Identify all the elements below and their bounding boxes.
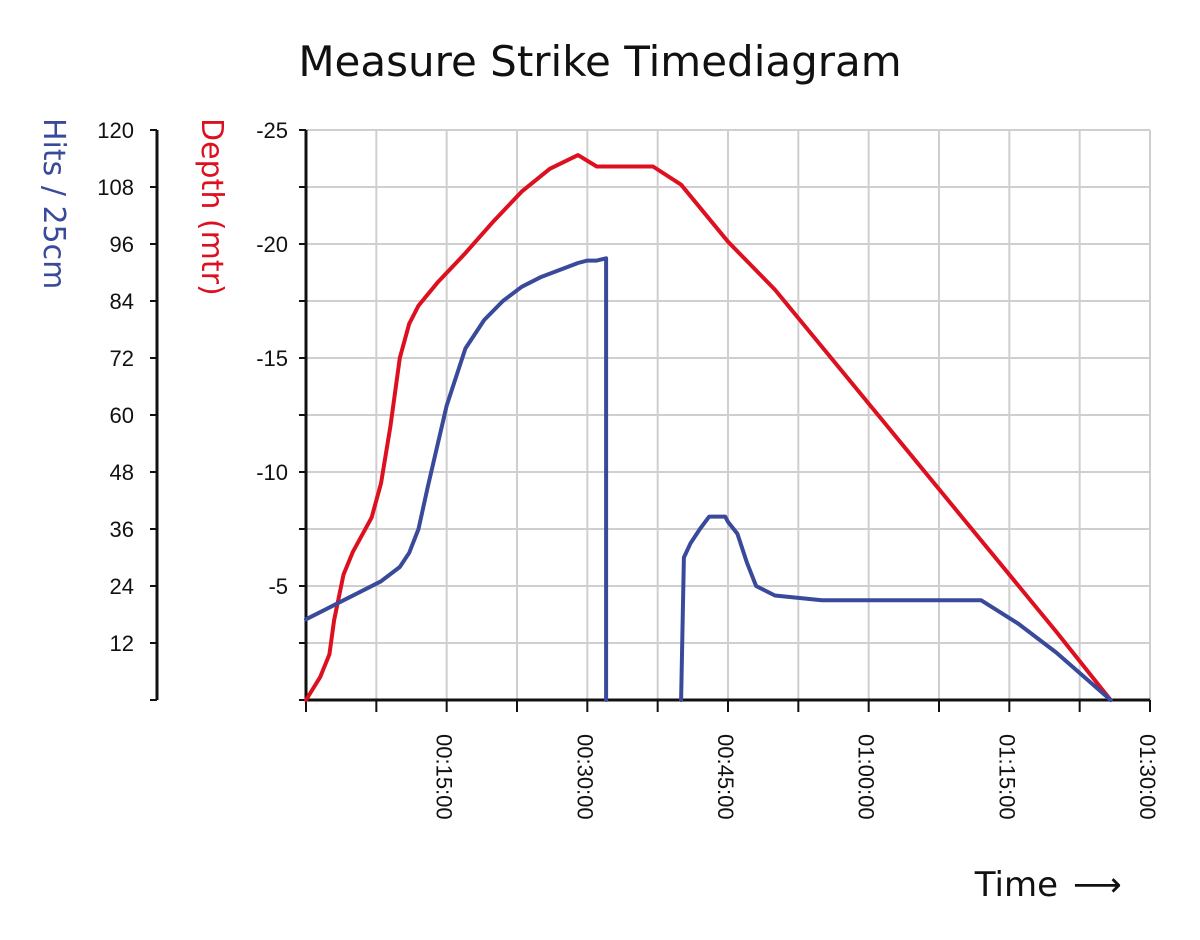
hits-tick-label: 12 bbox=[110, 631, 134, 656]
hits-tick-label: 108 bbox=[97, 175, 134, 200]
depth-tick-label: -10 bbox=[256, 460, 288, 485]
chart-title: Measure Strike Timediagram bbox=[298, 37, 901, 86]
hits-tick-label: 120 bbox=[97, 118, 134, 143]
hits-tick-label: 48 bbox=[110, 460, 134, 485]
time-axis-arrow: ⟶ bbox=[1073, 865, 1122, 905]
depth-axis-label: Depth (mtr) bbox=[194, 118, 229, 296]
x-tick-label: 00:15:00 bbox=[432, 734, 457, 820]
time-axis-label: Time bbox=[974, 865, 1058, 905]
depth-tick-label: -20 bbox=[256, 232, 288, 257]
x-tick-label: 01:00:00 bbox=[854, 734, 879, 820]
grid bbox=[306, 129, 1151, 700]
x-tick-label: 00:45:00 bbox=[713, 734, 738, 820]
hits-tick-label: 72 bbox=[110, 346, 134, 371]
hits-axis: 12 24 36 48 60 72 84 96 108 120 bbox=[97, 118, 159, 701]
hits-tick-label: 60 bbox=[110, 403, 134, 428]
hits-tick-label: 24 bbox=[110, 574, 134, 599]
series-group bbox=[304, 153, 1113, 702]
x-tick-label: 00:30:00 bbox=[572, 734, 597, 820]
depth-tick-label: -15 bbox=[256, 346, 288, 371]
hits-axis-label: Hits / 25cm bbox=[36, 118, 71, 289]
depth-tick-label: -5 bbox=[268, 574, 288, 599]
x-tick-label: 01:15:00 bbox=[994, 734, 1019, 820]
x-axis: 00:15:00 00:30:00 00:45:00 01:00:00 01:15:00… bbox=[305, 700, 1160, 820]
depth-series-line bbox=[304, 153, 1113, 702]
x-tick-label: 01:30:00 bbox=[1135, 734, 1160, 820]
hits-tick-label: 84 bbox=[110, 289, 134, 314]
hits-series-line-1 bbox=[304, 256, 609, 702]
hits-series-line-2 bbox=[679, 514, 1113, 702]
hits-tick-label: 36 bbox=[110, 517, 134, 542]
hits-tick-label: 96 bbox=[110, 232, 134, 257]
depth-tick-label: -25 bbox=[256, 118, 288, 143]
depth-axis: -5 -10 -15 -20 -25 bbox=[256, 118, 306, 701]
